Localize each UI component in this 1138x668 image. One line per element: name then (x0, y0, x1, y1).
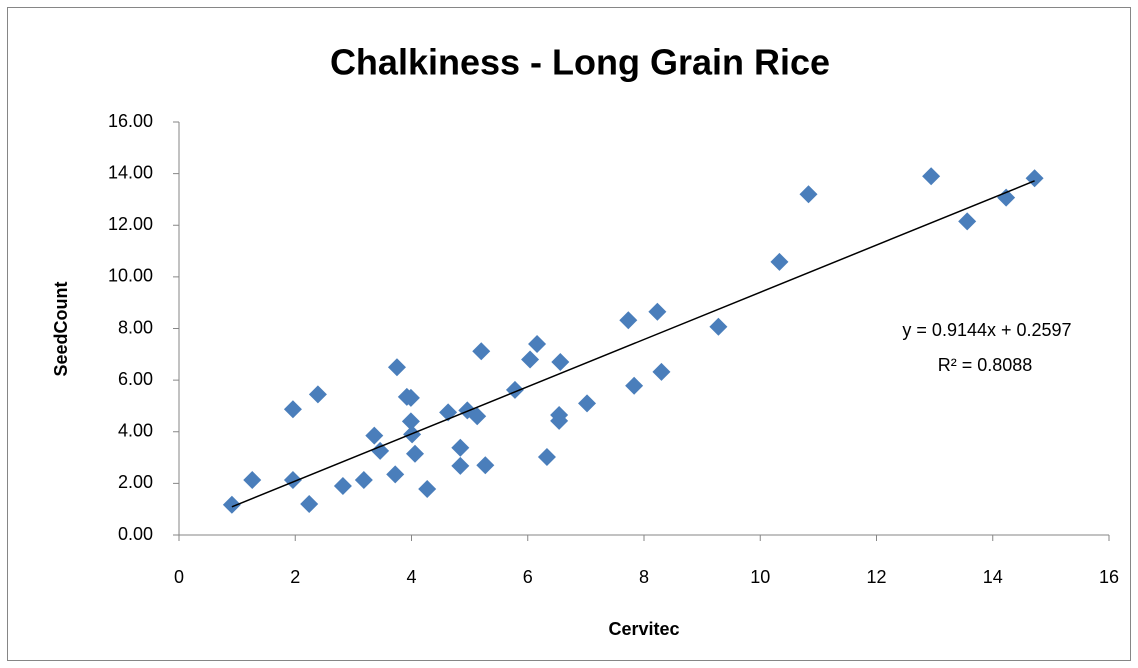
trendline-equation: y = 0.9144x + 0.2597 (902, 320, 1071, 340)
x-tick-label: 2 (290, 567, 300, 587)
chart-title: Chalkiness - Long Grain Rice (330, 42, 830, 83)
point (308, 385, 327, 404)
point (652, 362, 671, 381)
point (505, 380, 524, 399)
point (709, 317, 728, 336)
point (648, 302, 667, 321)
trendline (231, 180, 1035, 508)
point (537, 448, 556, 467)
point (472, 342, 491, 361)
point (476, 456, 495, 475)
y-tick-label: 14.00 (108, 162, 153, 182)
point (418, 480, 437, 499)
point (354, 471, 373, 490)
x-tick-label: 10 (750, 567, 770, 587)
point (365, 426, 384, 445)
y-tick-label: 12.00 (108, 214, 153, 234)
point (401, 412, 420, 431)
point (401, 388, 420, 407)
point (521, 350, 540, 369)
x-tick-label: 6 (523, 567, 533, 587)
point (222, 495, 241, 514)
x-tick-label: 14 (983, 567, 1003, 587)
point (283, 400, 302, 419)
x-tick-label: 12 (866, 567, 886, 587)
point (451, 438, 470, 457)
point (922, 167, 941, 186)
point (386, 465, 405, 484)
x-axis-label: Cervitec (608, 619, 679, 639)
point (387, 358, 406, 377)
x-tick-label: 8 (639, 567, 649, 587)
point (770, 252, 789, 271)
x-tick-label: 0 (174, 567, 184, 587)
y-tick-label: 6.00 (118, 369, 153, 389)
y-tick-label: 4.00 (118, 421, 153, 441)
y-tick-label: 8.00 (118, 317, 153, 337)
chart-border (7, 7, 1131, 661)
point (243, 471, 262, 490)
y-tick-label: 2.00 (118, 472, 153, 492)
y-axis-label: SeedCount (51, 281, 71, 376)
point (371, 441, 390, 460)
point (619, 311, 638, 330)
point (958, 212, 977, 231)
point (528, 334, 547, 353)
point (625, 376, 644, 395)
y-tick-label: 16.00 (108, 111, 153, 131)
trendline-r-squared: R² = 0.8088 (938, 355, 1033, 375)
point (405, 444, 424, 463)
point (997, 188, 1016, 207)
point (799, 185, 818, 204)
point (468, 407, 487, 426)
y-tick-label: 10.00 (108, 266, 153, 286)
point (300, 495, 319, 514)
x-tick-label: 4 (406, 567, 416, 587)
point (578, 394, 597, 413)
point (550, 411, 569, 430)
y-tick-label: 0.00 (118, 524, 153, 544)
point (451, 456, 470, 475)
x-tick-label: 16 (1099, 567, 1119, 587)
point (551, 353, 570, 372)
point (333, 476, 352, 495)
